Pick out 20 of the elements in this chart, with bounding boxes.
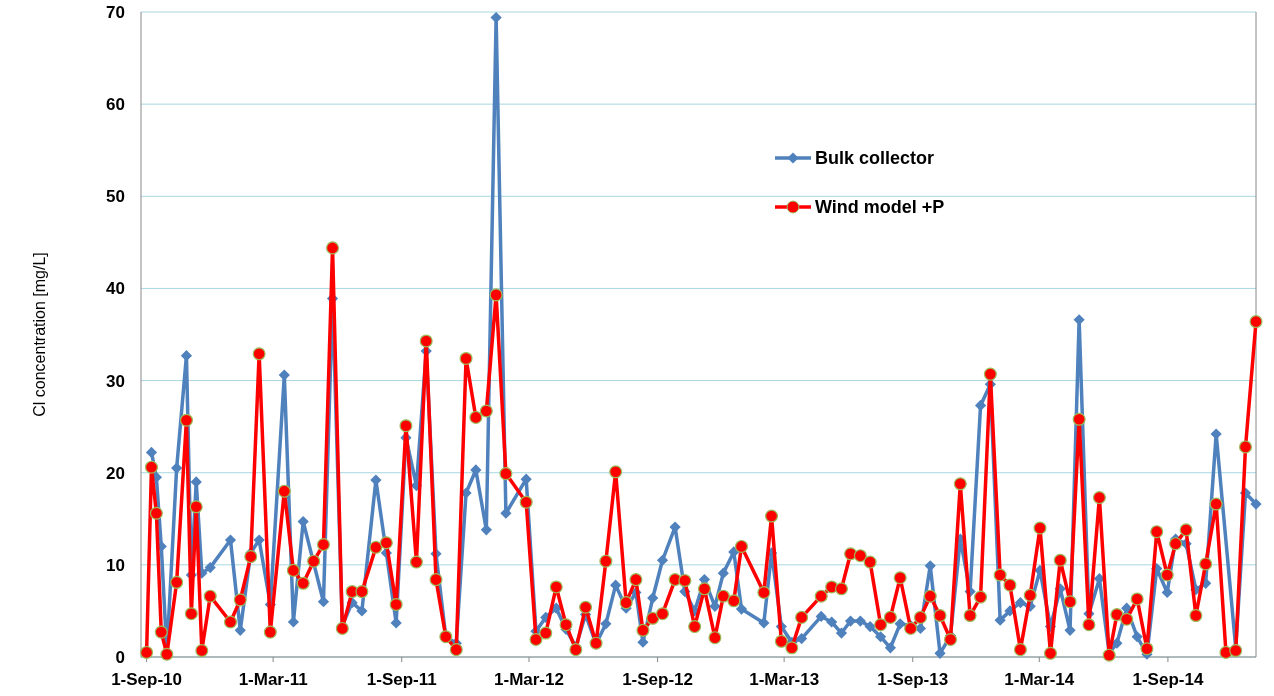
y-tick-label: 30 xyxy=(106,371,125,391)
x-tick-label: 1-Sep-13 xyxy=(877,670,949,689)
x-tick-label: 1-Mar-13 xyxy=(749,670,820,689)
x-tick-label: 1-Sep-14 xyxy=(1132,670,1204,689)
x-tick-label: 1-Sep-10 xyxy=(111,670,183,689)
x-tick-label: 1-Mar-14 xyxy=(1004,670,1075,689)
legend-label: Bulk collector xyxy=(815,148,935,168)
y-tick-label: 0 xyxy=(115,648,125,667)
y-tick-label: 20 xyxy=(106,463,125,483)
y-axis-title: Cl concentration [mg/L] xyxy=(31,252,48,417)
legend-label: Wind model +P xyxy=(815,197,945,217)
y-tick-label: 50 xyxy=(106,187,125,207)
x-tick-label: 1-Sep-11 xyxy=(366,670,437,689)
y-tick-label: 70 xyxy=(106,3,125,22)
y-tick-label: 10 xyxy=(106,555,125,575)
y-tick-label: 60 xyxy=(106,95,125,115)
x-tick-label: 1-Mar-11 xyxy=(238,670,308,689)
y-tick-label: 40 xyxy=(106,279,125,299)
x-tick-label: 1-Sep-12 xyxy=(622,670,694,689)
x-tick-label: 1-Mar-12 xyxy=(494,670,564,689)
